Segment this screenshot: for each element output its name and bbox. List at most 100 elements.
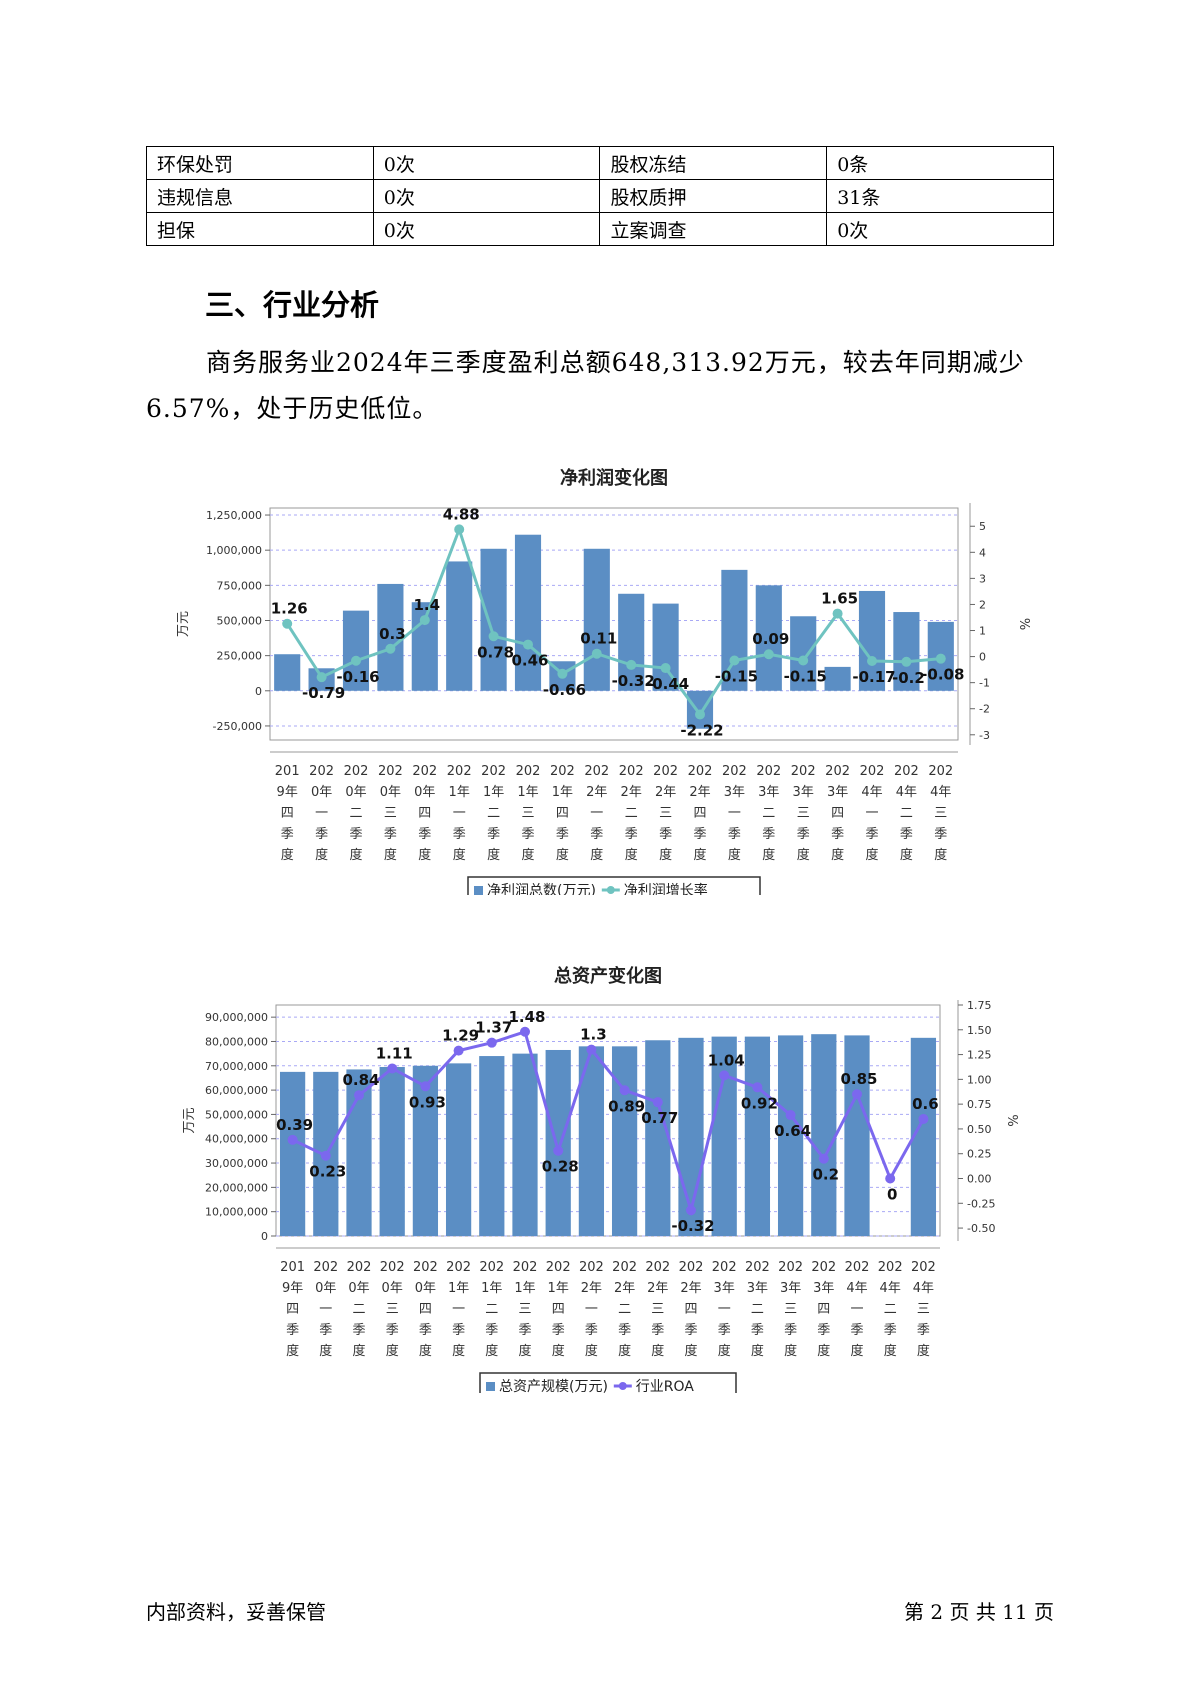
x-tick-label: 度 bbox=[487, 847, 500, 863]
x-tick-label: 度 bbox=[349, 847, 362, 863]
data-label: 0.2 bbox=[813, 1166, 840, 1184]
x-tick-label: 度 bbox=[418, 847, 431, 863]
x-tick-label: 202 bbox=[619, 764, 644, 779]
y2-tick-label: 1.75 bbox=[967, 999, 992, 1012]
x-tick-label: 度 bbox=[917, 1343, 930, 1359]
bar bbox=[514, 534, 542, 691]
bar bbox=[446, 561, 473, 691]
y-tick-label: 0 bbox=[261, 1230, 268, 1243]
y2-axis-label: % bbox=[1016, 618, 1031, 630]
data-label: 1.29 bbox=[442, 1027, 479, 1045]
data-point bbox=[453, 1045, 464, 1056]
x-tick-label: 202 bbox=[722, 764, 747, 779]
data-point bbox=[351, 655, 361, 666]
table-cell: 环保处罚 bbox=[146, 146, 374, 180]
y-tick-label: 1,250,000 bbox=[206, 509, 262, 522]
bar bbox=[618, 593, 645, 691]
data-point bbox=[901, 656, 912, 667]
y-tick-label: 40,000,000 bbox=[205, 1133, 268, 1146]
x-tick-label: 202 bbox=[380, 1260, 405, 1275]
x-tick-label: 季 bbox=[625, 827, 638, 842]
x-tick-label: 度 bbox=[585, 1343, 598, 1359]
x-tick-label: 202 bbox=[712, 1260, 737, 1275]
y2-tick-label: 3 bbox=[979, 572, 986, 585]
data-label: -0.16 bbox=[336, 668, 379, 686]
y2-tick-label: 0.75 bbox=[967, 1098, 992, 1111]
y-tick-label: 20,000,000 bbox=[205, 1181, 268, 1194]
bar bbox=[844, 1035, 870, 1236]
data-label: -0.2 bbox=[892, 669, 925, 687]
x-tick-label: 4年 bbox=[913, 1281, 934, 1296]
x-tick-label: 度 bbox=[718, 1343, 731, 1359]
bar bbox=[721, 569, 748, 691]
data-point bbox=[935, 653, 946, 664]
bar bbox=[342, 610, 370, 691]
data-point bbox=[553, 1145, 564, 1156]
x-tick-label: 季 bbox=[865, 827, 878, 842]
bar bbox=[652, 603, 679, 691]
x-tick-label: 3年 bbox=[714, 1281, 735, 1296]
y-tick-label: 60,000,000 bbox=[205, 1084, 268, 1097]
x-tick-label: 度 bbox=[315, 847, 328, 863]
data-point bbox=[652, 1097, 663, 1108]
x-tick-label: 一 bbox=[452, 1302, 465, 1317]
x-tick-label: 季 bbox=[556, 827, 569, 842]
x-tick-label: 0年 bbox=[415, 1281, 436, 1296]
data-label: 1.37 bbox=[475, 1019, 512, 1037]
legend-box bbox=[479, 1372, 737, 1393]
y-tick-label: 10,000,000 bbox=[205, 1206, 268, 1219]
y2-tick-label: 0.25 bbox=[967, 1148, 992, 1161]
data-point bbox=[852, 1089, 862, 1100]
data-label: 1.4 bbox=[414, 596, 441, 614]
x-tick-label: 202 bbox=[546, 1260, 571, 1275]
x-tick-label: 四 bbox=[831, 806, 844, 821]
x-tick-label: 度 bbox=[590, 847, 603, 863]
bar bbox=[279, 1071, 306, 1236]
x-tick-label: 202 bbox=[688, 764, 713, 779]
y-tick-label: 1,000,000 bbox=[206, 544, 262, 557]
y2-tick-label: 0.00 bbox=[967, 1172, 992, 1185]
x-tick-label: 季 bbox=[585, 1323, 598, 1338]
data-label: 0.6 bbox=[912, 1095, 939, 1113]
x-tick-label: 度 bbox=[900, 847, 913, 863]
table-cell: 31条 bbox=[826, 179, 1054, 213]
x-tick-label: 度 bbox=[784, 1343, 797, 1359]
net-profit-chart: 净利润变化图 -250,000 0 250,000 500,000 750,000 1,00… bbox=[176, 467, 1031, 895]
x-tick-label: 季 bbox=[693, 827, 706, 842]
table-cell: 违规信息 bbox=[146, 179, 374, 213]
x-tick-label: 202 bbox=[811, 1260, 836, 1275]
data-point bbox=[486, 1037, 497, 1048]
x-tick-label: 二 bbox=[349, 806, 362, 821]
x-tick-label: 1年 bbox=[548, 1281, 569, 1296]
x-tick-label: 201 bbox=[280, 1260, 305, 1275]
legend-bar-swatch bbox=[474, 886, 483, 895]
y2-tick-label: 2 bbox=[979, 598, 986, 611]
y2-tick-label: 4 bbox=[979, 546, 986, 559]
x-tick-label: 1年 bbox=[448, 1281, 469, 1296]
bar bbox=[744, 1036, 771, 1236]
x-tick-label: 季 bbox=[917, 1323, 930, 1338]
table-cell: 股权冻结 bbox=[599, 146, 828, 180]
footer-confidential: 内部资料，妥善保管 bbox=[146, 1600, 326, 1624]
x-tick-label: 1年 bbox=[483, 785, 504, 800]
data-label: 0.09 bbox=[752, 630, 789, 648]
data-label: 0.11 bbox=[580, 630, 617, 648]
data-label: 0.84 bbox=[342, 1071, 379, 1089]
x-tick-label: 202 bbox=[309, 764, 334, 779]
x-tick-label: 2年 bbox=[689, 785, 710, 800]
x-tick-label: 2年 bbox=[614, 1281, 635, 1296]
x-tick-label: 一 bbox=[865, 806, 878, 821]
data-point bbox=[523, 639, 533, 650]
bar bbox=[480, 548, 507, 691]
x-tick-label: 一 bbox=[728, 806, 741, 821]
data-point bbox=[488, 631, 499, 642]
x-tick-label: 0年 bbox=[382, 1281, 403, 1296]
x-tick-label: 季 bbox=[762, 827, 775, 842]
x-tick-label: 202 bbox=[756, 764, 781, 779]
x-tick-label: 度 bbox=[384, 847, 397, 863]
total-assets-chart: 总资产变化图 0 10,000,000 20,000,000 30,000,000 40,… bbox=[182, 965, 1019, 1393]
data-point bbox=[752, 1082, 763, 1093]
footer-page-number: 第 2 页 共 11 页 bbox=[904, 1600, 1054, 1624]
y2-axis-label: % bbox=[1004, 1114, 1019, 1126]
x-tick-label: 度 bbox=[281, 847, 294, 863]
